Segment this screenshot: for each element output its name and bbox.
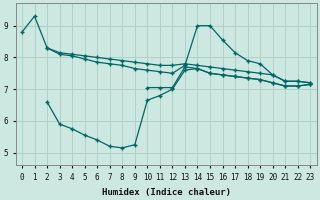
X-axis label: Humidex (Indice chaleur): Humidex (Indice chaleur) (102, 188, 231, 197)
